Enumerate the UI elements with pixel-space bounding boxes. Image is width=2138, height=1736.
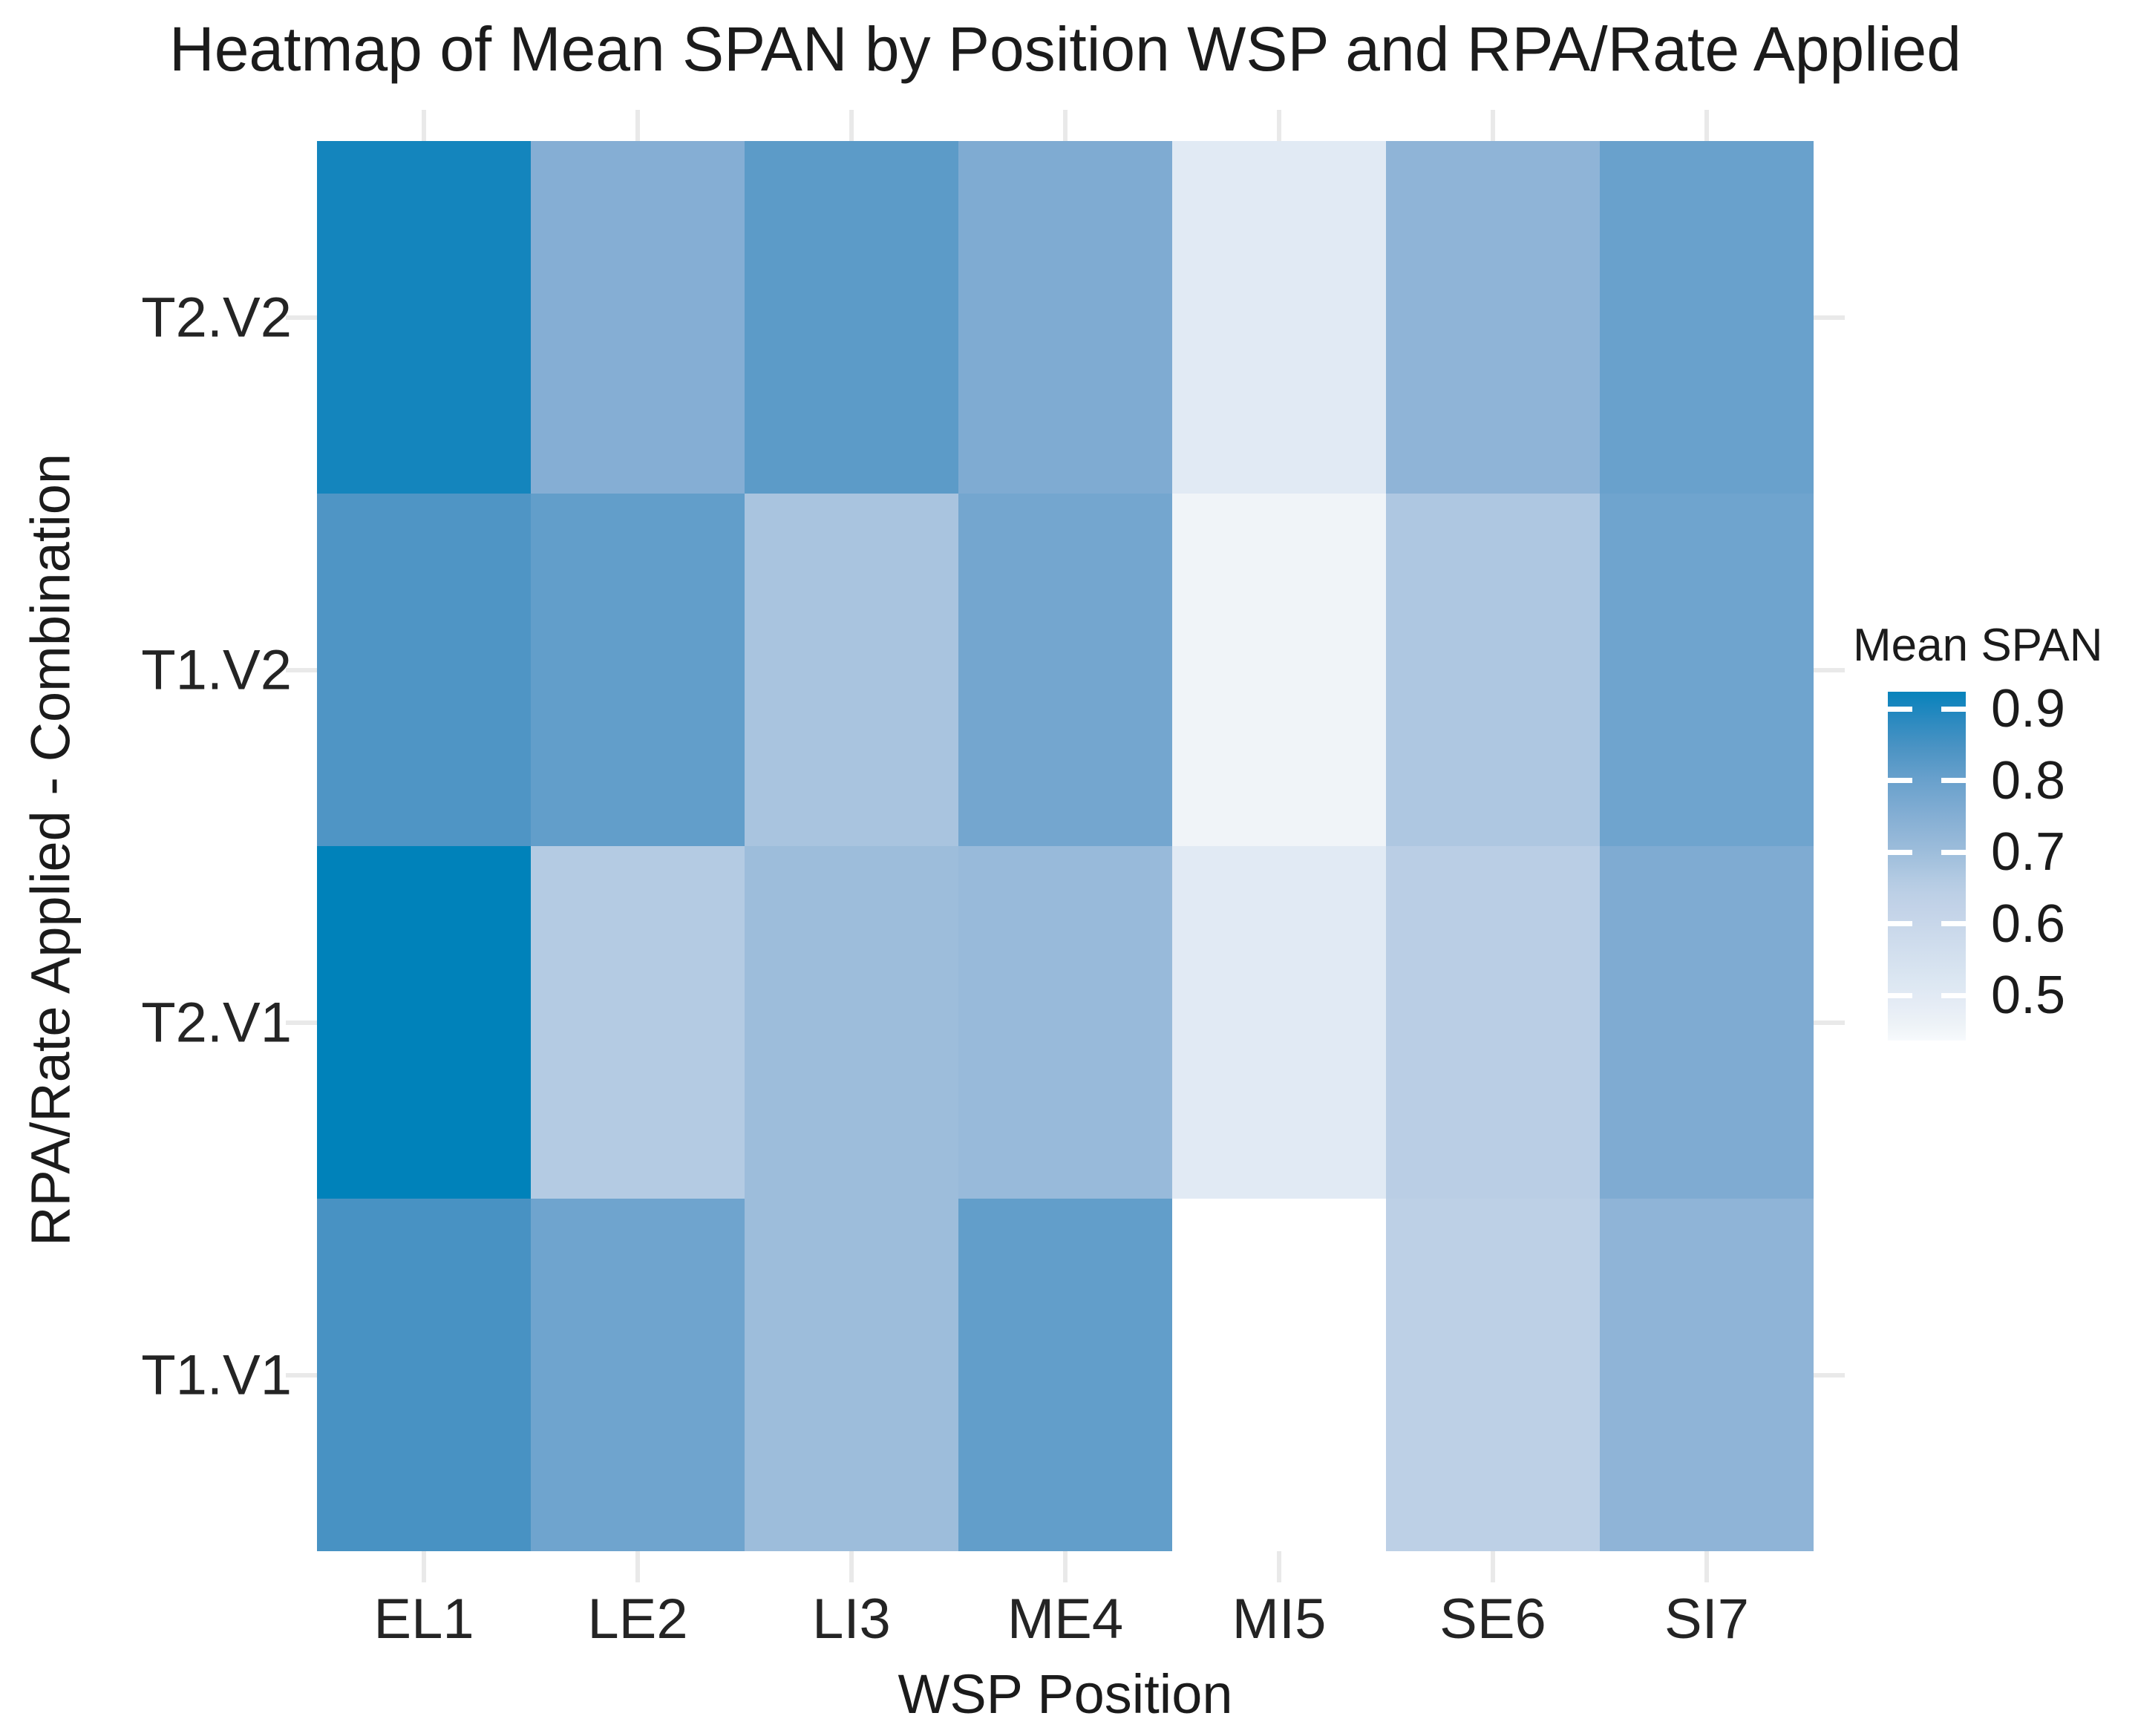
legend-tick	[1941, 778, 1966, 784]
axis-tick	[1063, 110, 1068, 141]
axis-tick	[1491, 110, 1495, 141]
legend-gradient-bar	[1888, 692, 1966, 1041]
heatmap-cell	[745, 141, 958, 494]
legend-tick	[1888, 706, 1912, 712]
heatmap-cell	[958, 494, 1172, 846]
x-tick-label: EL1	[373, 1588, 474, 1651]
legend-tick-label: 0.7	[1991, 822, 2066, 882]
heatmap-cell	[1600, 1199, 1814, 1551]
legend-tick-label: 0.8	[1991, 750, 2066, 810]
heatmap-cell	[531, 494, 745, 846]
axis-tick	[286, 667, 317, 672]
axis-tick	[422, 1551, 426, 1582]
heatmap-cell	[317, 494, 531, 846]
heatmap-cell	[1172, 141, 1386, 494]
heatmap-cell	[531, 1199, 745, 1551]
x-tick-label: LI3	[812, 1588, 891, 1651]
axis-tick	[1814, 1372, 1845, 1378]
axis-tick	[1277, 110, 1281, 141]
heatmap-cell	[958, 141, 1172, 494]
axis-tick	[422, 110, 426, 141]
legend-tick	[1888, 849, 1912, 855]
heatmap-cell	[1600, 494, 1814, 846]
heatmap-cell	[1600, 141, 1814, 494]
heatmap-cell	[531, 846, 745, 1199]
x-tick-label: LE2	[587, 1588, 688, 1651]
axis-tick	[286, 1372, 317, 1378]
axis-tick	[635, 110, 640, 141]
x-tick-label: SE6	[1439, 1588, 1546, 1651]
legend-tick	[1888, 992, 1912, 998]
chart-title: Heatmap of Mean SPAN by Position WSP and…	[169, 14, 1961, 84]
legend-tick	[1941, 992, 1966, 998]
axis-tick	[849, 110, 854, 141]
axis-tick	[1704, 110, 1709, 141]
axis-tick	[1704, 1551, 1709, 1582]
legend-tick	[1941, 706, 1966, 712]
heatmap-cell	[317, 846, 531, 1199]
x-tick-label: ME4	[1007, 1588, 1124, 1651]
heatmap-cell	[1386, 1199, 1600, 1551]
heatmap-cell	[1172, 494, 1386, 846]
heatmap-panel	[317, 141, 1814, 1551]
heatmap-cell	[1386, 494, 1600, 846]
heatmap-cell	[317, 1199, 531, 1551]
x-tick-label: SI7	[1664, 1588, 1750, 1651]
legend-tick	[1888, 921, 1912, 927]
heatmap-cell	[745, 494, 958, 846]
legend-tick	[1941, 849, 1966, 855]
heatmap-cell	[1172, 846, 1386, 1199]
x-tick-label: MI5	[1232, 1588, 1327, 1651]
axis-tick	[1814, 1020, 1845, 1025]
legend-tick-label: 0.5	[1991, 966, 2066, 1026]
heatmap-cell	[1600, 846, 1814, 1199]
heatmap-cell	[958, 846, 1172, 1199]
axis-tick	[1063, 1551, 1068, 1582]
x-axis-title: WSP Position	[898, 1663, 1233, 1725]
legend-title: Mean SPAN	[1853, 620, 2103, 671]
axis-tick	[1491, 1551, 1495, 1582]
legend-tick-label: 0.9	[1991, 679, 2066, 739]
y-tick-label: T2.V1	[141, 991, 292, 1054]
axis-tick	[286, 315, 317, 320]
legend-tick-label: 0.6	[1991, 894, 2066, 954]
heatmap-cell	[1386, 141, 1600, 494]
heatmap-cell	[745, 846, 958, 1199]
axis-tick	[1814, 315, 1845, 320]
y-tick-label: T1.V1	[141, 1343, 292, 1406]
legend-tick	[1888, 778, 1912, 784]
axis-tick	[1277, 1551, 1281, 1582]
axis-tick	[1814, 667, 1845, 672]
heatmap-cell	[531, 141, 745, 494]
heatmap-cell	[1386, 846, 1600, 1199]
heatmap-cell	[958, 1199, 1172, 1551]
axis-tick	[286, 1020, 317, 1025]
y-tick-label: T2.V2	[141, 286, 292, 349]
y-tick-label: T1.V2	[141, 638, 292, 701]
heatmap-cell	[317, 141, 531, 494]
heatmap-cell	[745, 1199, 958, 1551]
legend-tick	[1941, 921, 1966, 927]
axis-tick	[635, 1551, 640, 1582]
axis-tick	[849, 1551, 854, 1582]
y-axis-title: RPA/Rate Applied - Combination	[19, 453, 82, 1247]
